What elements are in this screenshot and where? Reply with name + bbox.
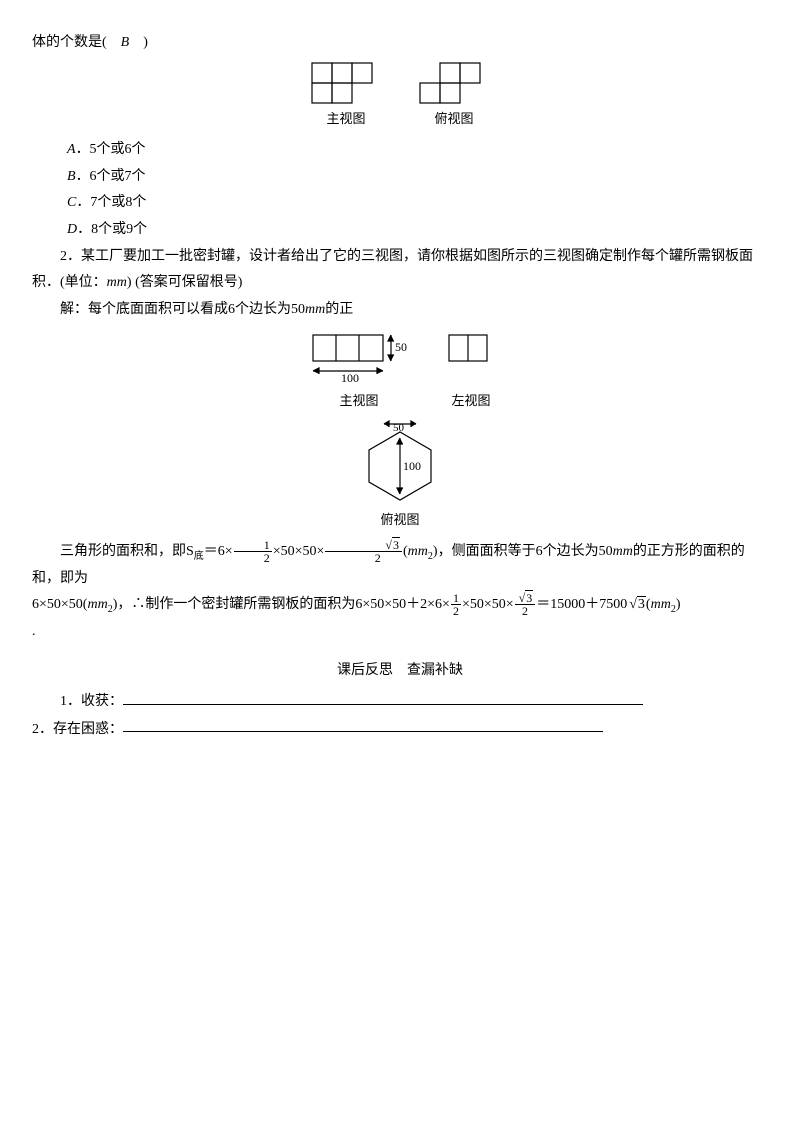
q2-solution-lead: 解：每个底面面积可以看成6个边长为50mm的正	[32, 297, 768, 324]
q1-stem-prefix: 体的个数是(	[32, 35, 121, 50]
r2-label: 存在困惑：	[53, 721, 123, 736]
option-letter: D	[67, 222, 77, 237]
q2-left-view: 左视图	[441, 327, 501, 414]
unit-mm: mm	[107, 275, 127, 290]
dim-100: 100	[341, 371, 359, 385]
dim-50: 50	[395, 340, 407, 354]
fill-line[interactable]	[123, 716, 603, 733]
q2-dot: .	[32, 619, 768, 646]
q2-sol-lead: 解：每个底面面积可以看成6个边长为50	[60, 302, 305, 317]
text: 6×50	[32, 597, 61, 612]
text: ＝15000＋7500	[536, 597, 627, 612]
reflection-title: 课后反思 查漏补缺	[32, 658, 768, 685]
text: )，侧面面积等于6个边长为50	[433, 544, 613, 559]
text: ×50×50	[273, 544, 317, 559]
q1-main-view: 主视图	[310, 61, 382, 132]
r1-num: 1．	[60, 694, 81, 709]
q1-answer: B	[121, 35, 130, 50]
text: ×	[317, 544, 325, 559]
sqrt3: 3	[627, 592, 646, 619]
text: 三角形的面积和，即S	[60, 544, 194, 559]
period: .	[32, 624, 36, 639]
mm: mm	[613, 544, 633, 559]
q1-stem-suffix: )	[129, 35, 148, 50]
fill-line[interactable]	[123, 688, 643, 705]
q1-option-b: B．6个或7个	[32, 164, 768, 191]
mm: mm	[408, 544, 428, 559]
q2-body-a: 三角形的面积和，即S底＝6×12×50×50×32(mm2)，侧面面积等于6个边…	[32, 539, 768, 592]
option-text: ．7个或8个	[76, 195, 146, 210]
option-text: ．8个或9个	[77, 222, 147, 237]
text: ×50×50×	[462, 597, 514, 612]
mm: mm	[651, 597, 671, 612]
q1-stem: 体的个数是( B )	[32, 30, 768, 57]
reflection-1: 1．收获：	[32, 688, 768, 715]
dim-100: 100	[403, 459, 421, 473]
q2-top-view-label: 俯视图	[380, 508, 419, 533]
text: ×50(	[61, 597, 88, 612]
fraction-sqrt3-over-2: 32	[515, 592, 536, 617]
fraction-half: 12	[451, 592, 461, 617]
q2-main-view: 100 50 主视图	[299, 327, 419, 414]
dim-50: 50	[393, 422, 405, 434]
text: )	[676, 597, 681, 612]
text: ＝6×	[204, 544, 233, 559]
q1-views-figure: 主视图 俯视图	[32, 61, 768, 132]
reflection-2: 2．存在困惑：	[32, 716, 768, 743]
subscript: 底	[194, 551, 204, 562]
unit-mm: mm	[305, 302, 325, 317]
fraction-half: 12	[234, 539, 272, 564]
q1-top-view: 俯视图	[418, 61, 490, 132]
fraction-sqrt3-over-2: 32	[325, 539, 402, 564]
q2-num: 2．	[60, 249, 81, 264]
q2-stem-tail: ) (答案可保留根号)	[127, 275, 243, 290]
option-letter: C	[67, 195, 76, 210]
r1-label: 收获：	[81, 694, 123, 709]
q1-main-view-label: 主视图	[326, 107, 365, 132]
mm: mm	[87, 597, 107, 612]
option-text: ．6个或7个	[76, 169, 146, 184]
q2-stem: 2．某工厂要加工一批密封罐，设计者给出了它的三视图，请你根据如图所示的三视图确定…	[32, 244, 768, 297]
q2-main-view-label: 主视图	[339, 389, 378, 414]
q2-views-figure: 100 50 主视图 左视图	[32, 327, 768, 532]
q1-option-a: A．5个或6个	[32, 137, 768, 164]
q2-body-b: 6×50×50(mm2)，∴制作一个密封罐所需钢板的面积为6×50×50＋2×6…	[32, 592, 768, 619]
option-text: ．5个或6个	[76, 142, 146, 157]
text: )，∴制作一个密封罐所需钢板的面积为6×50×50＋2×6×	[113, 597, 450, 612]
q2-top-view: 50 100 俯视图	[345, 420, 455, 533]
option-letter: B	[67, 169, 76, 184]
q1-option-d: D．8个或9个	[32, 217, 768, 244]
q1-top-view-label: 俯视图	[434, 107, 473, 132]
q2-sol-lead-tail: 的正	[325, 302, 353, 317]
r2-num: 2．	[32, 721, 53, 736]
q2-left-view-label: 左视图	[451, 389, 490, 414]
q1-option-c: C．7个或8个	[32, 190, 768, 217]
option-letter: A	[67, 142, 76, 157]
